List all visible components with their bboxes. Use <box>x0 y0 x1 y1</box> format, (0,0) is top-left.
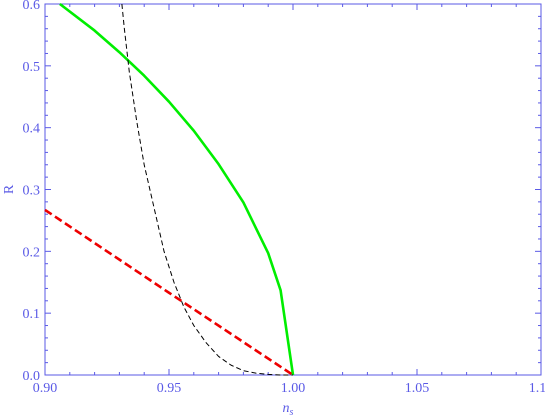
series-line-1 <box>59 2 295 376</box>
x-axis-title: ns <box>283 401 294 418</box>
x-tick-label: 0.95 <box>157 381 182 396</box>
y-tick-label: 0.2 <box>23 245 41 260</box>
y-tick-label: 0.4 <box>23 122 41 137</box>
y-axis-title: R <box>2 184 17 194</box>
series-line-2 <box>44 208 294 377</box>
x-tick-label: 1.05 <box>405 381 430 396</box>
x-tick-label: 1.10 <box>529 381 545 396</box>
y-tick-label: 0.0 <box>23 369 41 384</box>
y-tick-label: 0.5 <box>23 60 41 75</box>
plot-frame <box>44 3 542 376</box>
y-tick-label: 0.1 <box>23 307 41 322</box>
y-tick-label: 0.3 <box>23 184 41 199</box>
x-tick-label: 1.00 <box>281 381 306 396</box>
series-line-3 <box>121 3 293 376</box>
x-tick-label: 0.90 <box>33 381 58 396</box>
y-tick-label: 0.6 <box>23 0 41 13</box>
